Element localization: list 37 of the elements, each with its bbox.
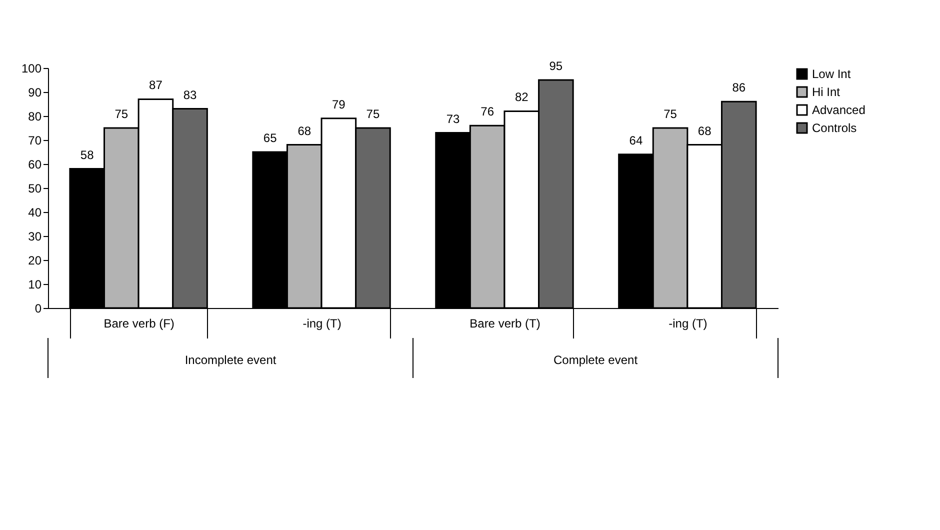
data-label: 79 bbox=[332, 97, 346, 112]
x-tick-label: -ing (T) bbox=[668, 316, 708, 330]
legend-label: Controls bbox=[812, 121, 857, 135]
x-tick-label: Bare verb (T) bbox=[470, 316, 540, 330]
data-label: 75 bbox=[114, 107, 128, 121]
y-tick-label: 100 bbox=[21, 62, 42, 76]
data-label: 76 bbox=[480, 104, 494, 119]
legend-label: Low Int bbox=[812, 67, 852, 81]
data-label: 65 bbox=[263, 131, 278, 145]
y-tick-label: 70 bbox=[28, 134, 42, 148]
legend-label: Advanced bbox=[812, 103, 866, 117]
y-tick-label: 90 bbox=[28, 86, 42, 100]
data-label: 68 bbox=[698, 124, 712, 138]
data-label: 64 bbox=[629, 133, 643, 148]
x-tick-label: Bare verb (F) bbox=[104, 316, 174, 330]
legend-label: Hi Int bbox=[812, 85, 841, 99]
data-label: 73 bbox=[446, 112, 460, 126]
y-tick-label: 30 bbox=[28, 230, 42, 244]
y-tick-label: 10 bbox=[28, 278, 42, 292]
y-tick-label: 20 bbox=[28, 254, 42, 268]
data-label: 58 bbox=[80, 148, 94, 162]
y-tick-label: 50 bbox=[28, 182, 42, 196]
x-tick-label: -ing (T) bbox=[302, 316, 342, 330]
data-label: 82 bbox=[514, 90, 529, 104]
data-label: 86 bbox=[732, 80, 746, 95]
data-label: 68 bbox=[298, 124, 312, 138]
data-label: 75 bbox=[664, 107, 678, 121]
y-tick-label: 60 bbox=[28, 158, 42, 172]
text: Complete event bbox=[553, 353, 638, 367]
y-tick-label: 40 bbox=[28, 206, 42, 220]
text: Incomplete event bbox=[184, 353, 277, 367]
data-label: 75 bbox=[366, 107, 380, 121]
data-label: 83 bbox=[183, 88, 198, 102]
y-tick-label: 0 bbox=[34, 302, 42, 316]
data-label: 87 bbox=[149, 78, 163, 92]
data-label: 95 bbox=[549, 59, 563, 73]
y-tick-label: 80 bbox=[28, 110, 42, 124]
